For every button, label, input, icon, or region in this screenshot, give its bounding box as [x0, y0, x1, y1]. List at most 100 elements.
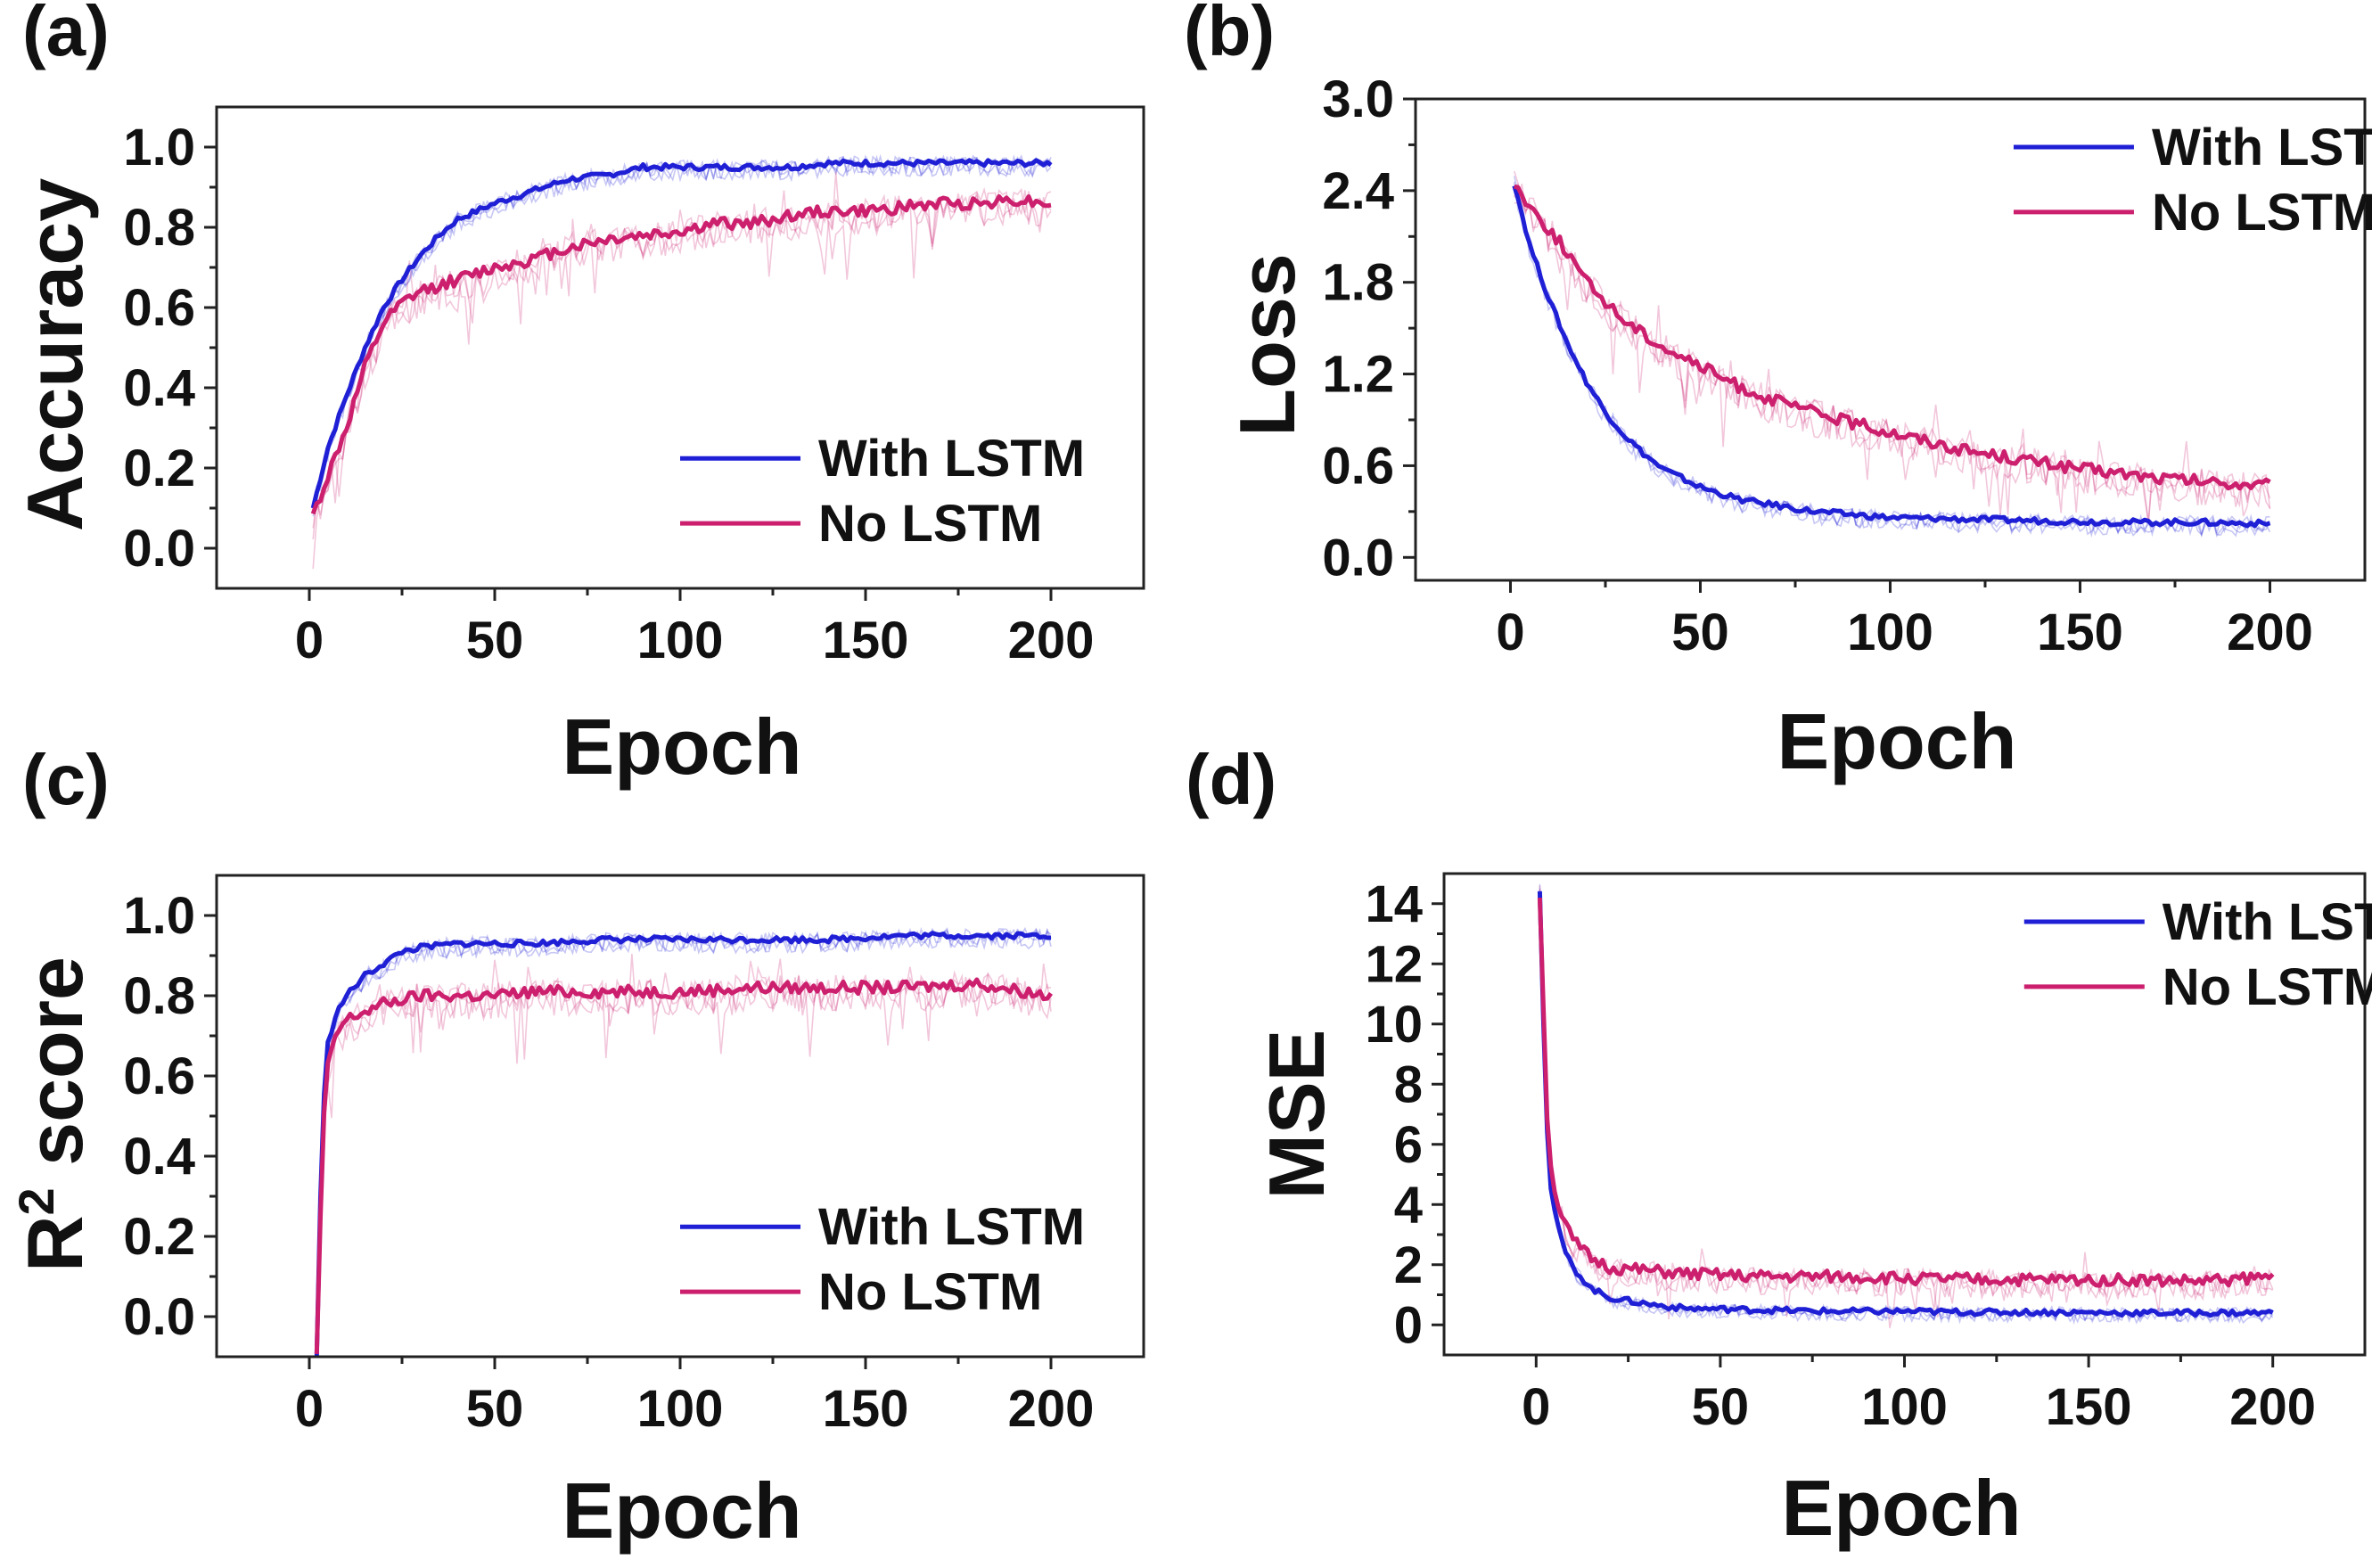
legend-label-no-lstm: No LSTM	[818, 1263, 1042, 1321]
series-line-with-lstm	[1512, 185, 2271, 529]
y-tick-label: 2	[1394, 1236, 1423, 1294]
y-axis-title-rest: score	[11, 956, 99, 1187]
y-axis-title: Accuracy	[11, 178, 99, 531]
replicate-trace-no-lstm	[1514, 184, 2271, 524]
legend-label-no-lstm: No LSTM	[2163, 958, 2372, 1016]
replicate-trace-with-lstm	[1539, 888, 2274, 1325]
y-tick-label: 1.2	[1322, 346, 1394, 404]
x-tick-label: 0	[295, 1380, 324, 1438]
replicate-trace-no-lstm	[1539, 890, 2274, 1320]
x-tick-label: 100	[637, 612, 724, 669]
x-tick-label: 50	[466, 1380, 524, 1438]
replicate-trace-no-lstm	[1539, 909, 2274, 1329]
series-line-with-lstm	[1537, 891, 2274, 1318]
replicate-trace-no-lstm	[312, 187, 1052, 529]
panel-label: (b)	[1184, 0, 1275, 70]
x-tick-label: 200	[1008, 1380, 1095, 1438]
replicate-trace-no-lstm	[312, 171, 1052, 570]
series-line-no-lstm	[310, 193, 1052, 515]
series-line-no-lstm	[1537, 898, 2275, 1288]
y-tick-label: 0.2	[123, 1208, 195, 1266]
plot-area: 0 50 100 150 200 0.0 0.2 0.4 0.6 0.8 1.0 With LSTM N…	[123, 105, 1145, 669]
y-axis-title-base: R	[11, 1215, 99, 1272]
y-tick-label: 0.6	[1322, 437, 1394, 495]
panel-label: (c)	[22, 740, 110, 819]
series-line-no-lstm	[1514, 184, 2271, 491]
series-line-no-lstm	[314, 977, 1054, 1354]
y-tick-label: 3.0	[1322, 70, 1394, 128]
x-axis-title: Epoch	[562, 702, 802, 791]
legend-label-with-lstm: With LSTM	[2152, 119, 2372, 177]
y-tick-label: 0	[1394, 1296, 1423, 1354]
y-axis-title: R2 score	[8, 956, 99, 1272]
panel-a: (a) 0 50 100 150 200 0.0 0.2 0.4 0.6 0.8 1.0 With L…	[11, 0, 1145, 791]
y-tick-label: 0.0	[123, 1288, 195, 1346]
panel-label: (d)	[1186, 740, 1276, 819]
panel-c: (c) 0 50 100 150 200 0.0 0.2 0.4 0.6 0.8 1.0 With L…	[8, 740, 1145, 1555]
x-tick-label: 150	[2037, 603, 2123, 661]
y-tick-label: 4	[1394, 1176, 1423, 1234]
y-tick-label: 1.8	[1322, 254, 1394, 312]
legend-label-with-lstm: With LSTM	[2163, 893, 2372, 951]
y-axis-title: MSE	[1252, 1030, 1341, 1200]
y-tick-label: 6	[1394, 1116, 1423, 1174]
y-tick-label: 0.8	[123, 967, 195, 1025]
legend-label-with-lstm: With LSTM	[818, 430, 1085, 488]
y-tick-label: 14	[1365, 875, 1423, 933]
plot-area: 0 50 100 150 200 0.0 0.2 0.4 0.6 0.8 1.0 With LSTM N…	[123, 874, 1145, 1438]
replicate-trace-with-lstm	[1539, 883, 2274, 1326]
y-tick-label: 0.0	[123, 520, 195, 578]
x-tick-label: 50	[466, 612, 524, 669]
y-tick-label: 10	[1365, 996, 1423, 1054]
series-line-with-lstm	[310, 158, 1053, 509]
y-tick-label: 8	[1394, 1055, 1423, 1113]
legend-label-with-lstm: With LSTM	[818, 1198, 1085, 1256]
panel-b: (b) 0 50 100 150 200 0.0 0.6 1.2 1.8 2.4 3.0 With L…	[1184, 0, 2372, 785]
x-tick-label: 200	[2227, 603, 2313, 661]
x-axis-title: Epoch	[1782, 1464, 2022, 1552]
x-tick-label: 200	[1008, 612, 1095, 669]
x-tick-label: 0	[1496, 603, 1524, 661]
legend-label-no-lstm: No LSTM	[2152, 184, 2372, 242]
replicate-trace-with-lstm	[316, 927, 1052, 1358]
x-tick-label: 0	[1522, 1378, 1550, 1436]
replicate-trace-with-lstm	[1514, 181, 2271, 538]
x-tick-label: 150	[823, 1380, 909, 1438]
x-tick-label: 150	[2046, 1378, 2132, 1436]
replicate-trace-no-lstm	[316, 963, 1052, 1348]
y-tick-label: 0.2	[123, 439, 195, 497]
x-axis-title: Epoch	[1777, 697, 2017, 785]
y-tick-label: 12	[1365, 935, 1423, 993]
y-tick-label: 0.8	[123, 199, 195, 257]
plot-area: 0 50 100 150 200 0.0 0.6 1.2 1.8 2.4 3.0 With LSTM N…	[1322, 70, 2372, 661]
series-line-with-lstm	[314, 931, 1051, 1357]
y-tick-label: 0.6	[123, 279, 195, 337]
y-tick-label: 1.0	[123, 887, 195, 945]
y-tick-label: 0.6	[123, 1047, 195, 1105]
panel-label: (a)	[22, 0, 110, 70]
x-tick-label: 50	[1692, 1378, 1750, 1436]
x-tick-label: 50	[1671, 603, 1729, 661]
replicate-trace-with-lstm	[312, 154, 1052, 505]
y-axis-title-superscript: 2	[8, 1187, 64, 1215]
replicate-trace-no-lstm	[1514, 184, 2271, 521]
legend-label-no-lstm: No LSTM	[818, 495, 1042, 553]
y-tick-label: 0.4	[123, 359, 195, 417]
y-tick-label: 2.4	[1322, 162, 1394, 220]
y-tick-label: 0.0	[1322, 529, 1394, 587]
y-axis-title: Loss	[1223, 253, 1311, 436]
x-tick-label: 200	[2229, 1378, 2316, 1436]
y-tick-label: 1.0	[123, 119, 195, 177]
replicate-trace-no-lstm	[316, 954, 1052, 1358]
x-tick-label: 100	[1861, 1378, 1948, 1436]
x-tick-label: 150	[823, 612, 909, 669]
x-tick-label: 0	[295, 612, 324, 669]
replicate-trace-with-lstm	[312, 153, 1052, 512]
replicate-trace-no-lstm	[316, 958, 1052, 1358]
y-tick-label: 0.4	[123, 1128, 195, 1186]
x-tick-label: 100	[637, 1380, 724, 1438]
x-axis-title: Epoch	[562, 1466, 802, 1555]
